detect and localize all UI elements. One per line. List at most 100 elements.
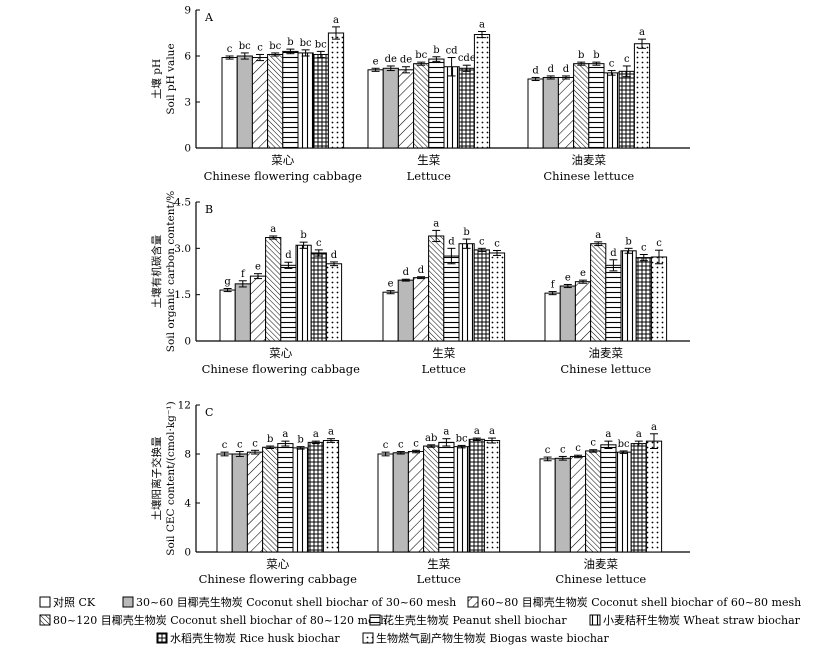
significance-letter: d: [285, 250, 292, 261]
bar: [295, 244, 312, 342]
bar: [297, 52, 314, 149]
bar: [542, 76, 559, 149]
bar: [267, 53, 284, 149]
legend-label: 60~80 目椰壳生物炭 Coconut shell biochar of 60…: [481, 595, 801, 609]
bar: [325, 263, 343, 342]
bar: [443, 255, 460, 342]
significance-letter: b: [300, 230, 306, 241]
bar: [407, 451, 425, 553]
category-label-cn: 生菜: [427, 557, 450, 571]
significance-letter: a: [282, 429, 288, 440]
bar: [216, 453, 233, 553]
significance-letter: a: [479, 19, 485, 30]
significance-letter: d: [610, 248, 617, 259]
significance-letter: d: [403, 267, 410, 278]
legend-label: 生物燃气副产物生物炭 Biogas waste biochar: [376, 631, 609, 645]
bar: [382, 67, 399, 149]
significance-letter: a: [474, 426, 480, 437]
y-tick-label: 4.5: [174, 197, 191, 209]
bar: [236, 55, 253, 149]
bar: [635, 257, 652, 342]
significance-letter: c: [590, 438, 596, 449]
bar: [573, 63, 590, 149]
bar: [468, 438, 485, 553]
significance-letter: c: [398, 440, 404, 451]
significance-letter: c: [227, 44, 233, 55]
bar: [645, 440, 663, 553]
legend-item: 80~120 目椰壳生物炭 Coconut shell biochar of 8…: [39, 613, 387, 627]
y-tick-label: 0: [184, 547, 191, 559]
significance-letter: a: [313, 429, 319, 440]
significance-letter: a: [270, 224, 276, 235]
category-label-en: Lettuce: [422, 362, 467, 376]
legend-label: 30~60 目椰壳生物炭 Coconut shell biochar of 30…: [136, 595, 456, 609]
bar: [650, 256, 668, 342]
significance-letter: b: [287, 37, 293, 48]
bar: [588, 63, 605, 149]
bar: [585, 450, 602, 553]
bar: [630, 443, 647, 553]
bar: [292, 447, 309, 553]
category-label-cn: 菜心: [266, 557, 289, 571]
significance-letter: b: [463, 227, 469, 238]
significance-letter: de: [400, 55, 412, 66]
significance-letter: c: [383, 440, 389, 451]
significance-letter: c: [560, 444, 566, 455]
significance-letter: bc: [456, 433, 468, 444]
bar: [603, 72, 620, 149]
significance-letter: bc: [618, 439, 630, 450]
significance-letter: e: [565, 272, 571, 283]
bar: [327, 32, 345, 149]
category-label-cn: 油麦菜: [572, 153, 607, 167]
bar-group: d d db bc ca: [527, 27, 651, 149]
legend-label: 对照 CK: [53, 595, 96, 609]
category-label-en: Chinese lettuce: [543, 169, 634, 183]
bar: [557, 76, 575, 149]
legend-item: 生物燃气副产物生物炭 Biogas waste biochar: [362, 631, 609, 645]
category-label-en: Chinese flowering cabbage: [204, 169, 363, 183]
y-tick-label: 4: [184, 498, 191, 510]
significance-letter: a: [605, 429, 611, 440]
bar: [483, 440, 501, 553]
chart-panel-c: 0 4 8 12 C 土壤阳离子交换量 Soil CEC content/(cmol·kg⁻…: [150, 400, 690, 586]
significance-letter: a: [328, 427, 334, 438]
bar: [251, 57, 269, 149]
bar: [382, 291, 399, 342]
category-label-en: Chinese lettuce: [555, 572, 646, 586]
panel-title: B: [205, 203, 213, 216]
significance-letter: g: [224, 276, 231, 287]
significance-letter: bc: [315, 39, 327, 50]
legend-item: 水稻壳生物炭 Rice husk biochar: [156, 631, 340, 645]
y-axis-label-en: Soil CEC content/(cmol·kg⁻¹): [165, 401, 177, 555]
significance-letter: c: [252, 438, 258, 449]
chart-panel-b: 0 1.5 3.0 4.5 B 土壤有机碳含量 Soil organic carbon co…: [150, 191, 690, 376]
legend-item: 30~60 目椰壳生物炭 Coconut shell biochar of 30…: [122, 595, 456, 609]
category-label-en: Chinese lettuce: [560, 362, 651, 376]
y-axis-label-cn: 土壤 pH: [150, 59, 163, 99]
significance-letter: b: [297, 435, 303, 446]
significance-letter: b: [625, 236, 631, 247]
bar: [397, 279, 414, 342]
bar: [277, 443, 294, 553]
bar: [458, 67, 475, 149]
bar: [423, 445, 440, 553]
significance-letter: bc: [300, 38, 312, 49]
category-label-cn: 油麦菜: [584, 557, 619, 571]
significance-letter: c: [624, 54, 630, 65]
significance-letter: bc: [239, 41, 251, 52]
significance-letter: c: [545, 445, 551, 456]
category-label-cn: 油麦菜: [589, 346, 624, 360]
bar: [280, 264, 297, 342]
y-tick-label: 12: [178, 400, 191, 412]
significance-letter: cde: [458, 53, 476, 64]
significance-letter: c: [222, 440, 228, 451]
bar: [453, 446, 470, 553]
significance-letter: a: [639, 27, 645, 38]
bar: [307, 441, 324, 553]
significance-letter: c: [237, 440, 243, 451]
bar: [310, 252, 327, 342]
bar: [574, 281, 592, 342]
